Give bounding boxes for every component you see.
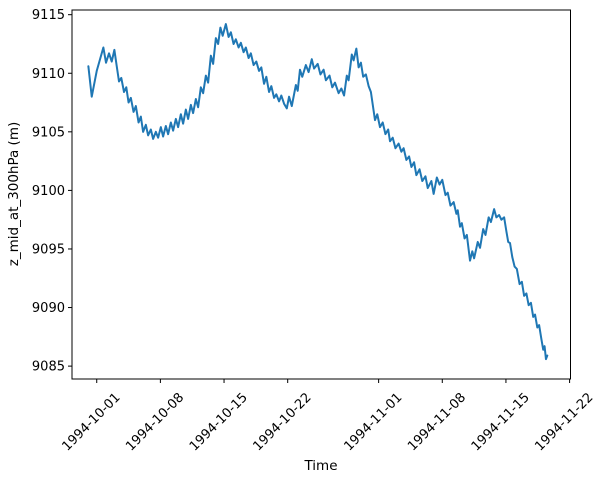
x-tick-label: 1994-11-15 (469, 390, 533, 454)
y-axis-ticks: 9085 9090 9095 9100 9105 9110 9115 (32, 8, 72, 375)
x-tick-label: 1994-11-01 (341, 390, 405, 454)
x-axis-label: Time (303, 458, 337, 474)
y-tick-label: 9110 (32, 67, 65, 82)
y-tick-label: 9090 (32, 301, 65, 316)
x-tick-label: 1994-11-22 (532, 390, 596, 454)
x-tick-label: 1994-11-08 (405, 390, 469, 454)
x-tick-label: 1994-10-08 (123, 390, 187, 454)
plot-frame (71, 9, 571, 380)
y-tick-label: 9095 (32, 242, 65, 257)
y-axis-label: z_mid_at_300hPa (m) (6, 122, 22, 266)
y-tick-label: 9100 (32, 184, 65, 199)
x-tick-label: 1994-10-01 (60, 390, 124, 454)
data-series-line (87, 23, 549, 361)
y-tick-label: 9105 (32, 125, 65, 140)
x-axis-ticks: 1994-10-01 1994-10-08 1994-10-15 1994-10-22… (60, 379, 596, 454)
y-tick-label: 9085 (32, 360, 65, 375)
x-tick-label: 1994-10-15 (187, 390, 251, 454)
y-tick-label: 9115 (32, 8, 65, 23)
series-polyline (87, 23, 549, 361)
x-tick-label: 1994-10-22 (250, 390, 314, 454)
